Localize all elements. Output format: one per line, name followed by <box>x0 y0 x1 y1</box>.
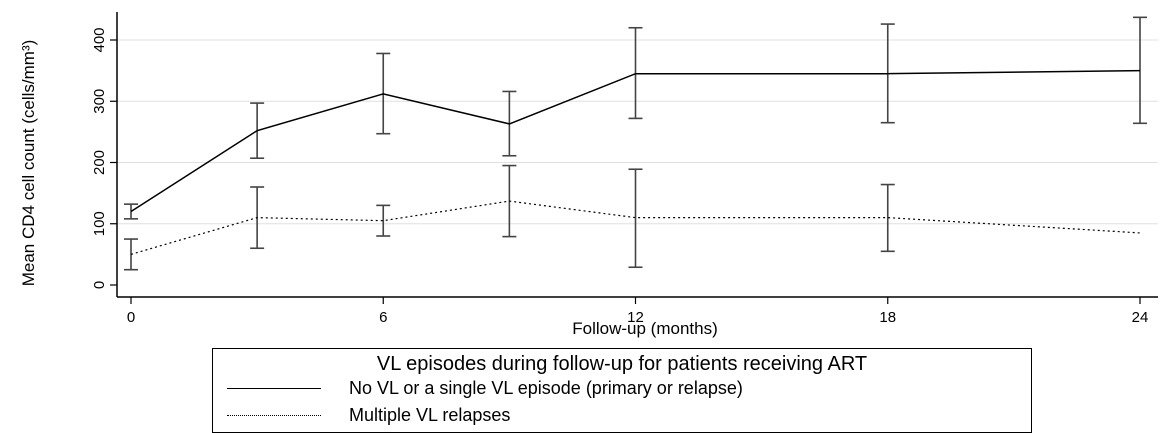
y-ticks: 0 100 200 300 400 <box>91 27 117 289</box>
x-tick-label-18: 18 <box>879 309 896 326</box>
axes <box>116 12 1158 298</box>
legend-label-series-1: No VL or a single VL episode (primary or… <box>349 377 743 398</box>
y-tick-label-200: 200 <box>91 150 108 175</box>
legend-item-series-1: No VL or a single VL episode (primary or… <box>227 378 743 398</box>
x-tick-label-24: 24 <box>1132 309 1149 326</box>
y-tick-label-0: 0 <box>91 281 108 289</box>
errorbar-s1-x24 <box>1133 16 1147 125</box>
series <box>124 16 1147 271</box>
x-ticks: 0 6 12 18 24 <box>127 297 1149 326</box>
series-line-2 <box>130 200 1141 255</box>
legend-swatch-dotted <box>227 414 321 416</box>
grid-lines <box>117 39 1158 225</box>
legend-swatch-solid <box>227 387 321 389</box>
series-2 <box>124 164 1141 271</box>
x-tick-label-6: 6 <box>379 309 387 326</box>
series-1 <box>124 16 1147 220</box>
y-tick-label-100: 100 <box>91 211 108 236</box>
x-tick-label-0: 0 <box>127 309 135 326</box>
legend: VL episodes during follow-up for patient… <box>212 348 1032 433</box>
errorbar-s2-x6 <box>376 204 391 237</box>
series-line-1 <box>130 69 1141 213</box>
y-axis-title: Mean CD4 cell count (cells/mm³) <box>19 40 38 287</box>
y-tick-label-400: 400 <box>91 27 108 52</box>
legend-label-series-2: Multiple VL relapses <box>349 404 511 425</box>
y-tick-label-300: 300 <box>91 89 108 114</box>
errorbar-s2-x12 <box>628 168 643 269</box>
x-tick-label-12: 12 <box>627 309 644 326</box>
errorbar-s2-x18 <box>880 183 895 253</box>
legend-title: VL episodes during follow-up for patient… <box>376 353 868 375</box>
chart: 0 100 200 300 400 0 6 12 18 24 Mean CD4 cell cou… <box>19 12 1158 338</box>
x-axis-title: Follow-up (months) <box>572 319 718 338</box>
legend-item-series-2: Multiple VL relapses <box>227 405 510 425</box>
